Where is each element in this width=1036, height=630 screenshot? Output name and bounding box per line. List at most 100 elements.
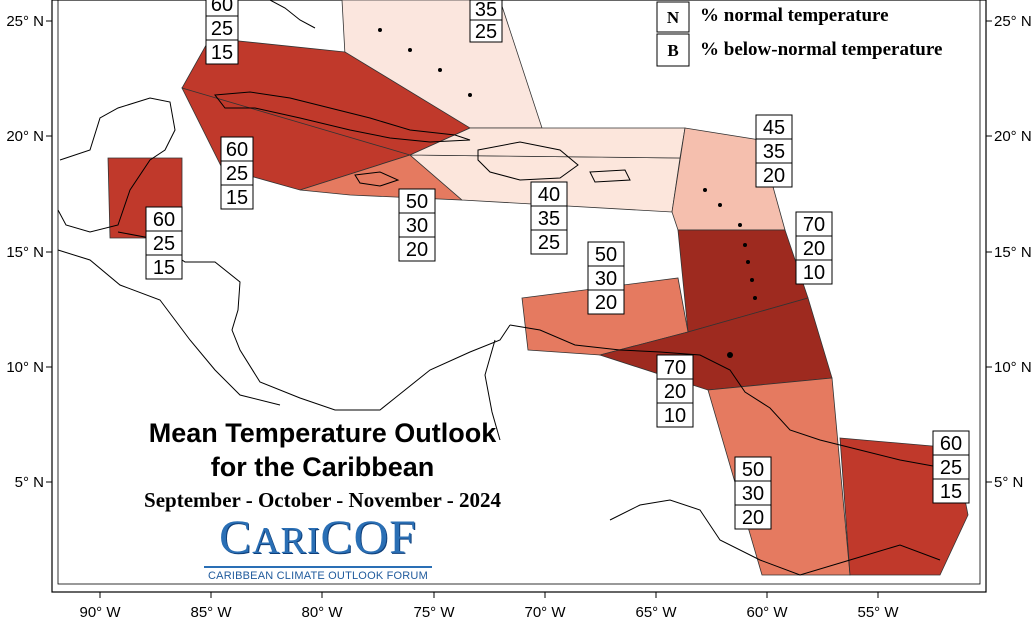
legend-key-box-normal [656,1,690,33]
logo-tagline: CARIBBEAN CLIMATE OUTLOOK FORUM [208,570,428,582]
prob-normal: 35 [763,141,785,163]
prob-normal: 30 [406,215,428,237]
legend-text-normal: % normal temperature [700,5,889,26]
prob-above: 70 [803,214,825,236]
prob-cell [656,402,694,428]
legend: N % normal temperature B % below-normal … [656,1,942,67]
map-inner-frame [57,0,981,585]
prob-cell [795,259,833,285]
coast-jamaica [354,171,400,187]
prob-cell [205,15,239,41]
prob-box-cuba: 60 25 15 [205,0,239,65]
prob-box-leeward: 45 35 20 [755,114,793,188]
coastlines [57,0,956,576]
prob-box-hispaniola: 40 35 25 [530,181,568,255]
prob-below: 25 [475,21,497,43]
coast-hispaniola [477,141,579,181]
prob-above: 50 [595,244,617,266]
island-dot [743,243,747,247]
prob-cell [734,480,772,506]
prob-box-guyana: 50 30 20 [734,456,772,530]
island-dot [703,188,707,192]
lat-label: 15° N [6,244,44,261]
island-dot [746,260,750,264]
prob-normal: 35 [538,208,560,230]
logo-letters-small: ARI [252,520,321,562]
caricof-logo: CARICOF CARIBBEAN CLIMATE OUTLOOK FORUM [200,514,436,582]
prob-box-trinidad: 70 20 10 [656,354,694,428]
prob-box-windward: 70 20 10 [795,211,833,285]
prob-cell [656,354,694,380]
prob-cell [795,211,833,237]
prob-above: 45 [763,117,785,139]
logo-letter: C [219,511,253,564]
prob-normal: 20 [664,381,686,403]
prob-cell [469,19,503,43]
prob-below: 15 [211,42,233,64]
lat-ticks: 25° N 20° N 15° N 10° N 5° N 25° N 20° N… [6,13,1031,491]
legend-key-below: B [667,41,678,60]
island-dot [750,278,754,282]
lat-label: 25° N [6,13,44,30]
prob-cell [398,212,436,238]
prob-cell [656,378,694,404]
lat-label: 15° N [994,244,1032,261]
island-dot [738,223,742,227]
prob-below: 25 [538,232,560,254]
region-guyana [707,377,851,576]
coast-florida [269,0,316,29]
prob-cell [734,504,772,530]
lat-label: 5° N [15,474,44,491]
prob-above: 60 [211,0,233,16]
island-dots [378,28,757,358]
lat-label: 10° N [6,359,44,376]
lat-label: 20° N [994,128,1032,145]
legend-key-box-below [656,33,690,67]
prob-above: 60 [153,209,175,231]
prob-cell [398,188,436,214]
coast-cuba [214,91,471,143]
prob-cell [145,254,183,280]
lon-label: 55° W [857,604,899,621]
coast-central-america [117,231,511,411]
coast-colombia [484,339,501,441]
prob-cell [145,206,183,232]
prob-normal: 30 [595,268,617,290]
prob-below: 15 [153,257,175,279]
prob-above: 40 [538,184,560,206]
prob-above: 50 [406,191,428,213]
coast-puerto-rico [589,169,631,183]
prob-normal: 35 [475,0,497,21]
lon-ticks: 90° W 85° W 80° W 75° W 70° W 65° W 60° … [79,592,899,621]
prob-cell [755,114,793,140]
island-dot [408,48,412,52]
prob-box-suriname: 60 25 15 [932,430,970,504]
prob-cell [755,162,793,188]
map-frame [51,0,987,593]
prob-below: 15 [940,481,962,503]
prob-box-cuba-west: 60 25 15 [220,136,254,210]
prob-cell [932,478,970,504]
prob-cell [220,184,254,210]
lon-label: 60° W [746,604,788,621]
island-dot [753,296,757,300]
prob-cell [587,289,625,315]
prob-normal: 20 [803,238,825,260]
logo-wordmark: CARICOF [200,514,436,564]
map-title-block: Mean Temperature Outlook for the Caribbe… [100,416,545,514]
map-period: September - October - November - 2024 [144,488,501,512]
prob-cell [530,229,568,255]
lat-label: 10° N [994,359,1032,376]
prob-cell [734,456,772,482]
coast-pacific-side [57,249,281,406]
prob-above: 50 [742,459,764,481]
lon-label: 65° W [635,604,677,621]
logo-rule [204,566,432,568]
logo-letters-large: COF [320,511,417,564]
legend-text-below: % below-normal temperature [700,39,942,60]
prob-cell [932,430,970,456]
prob-cell [795,235,833,261]
prob-below: 20 [595,292,617,314]
prob-normal: 30 [742,483,764,505]
